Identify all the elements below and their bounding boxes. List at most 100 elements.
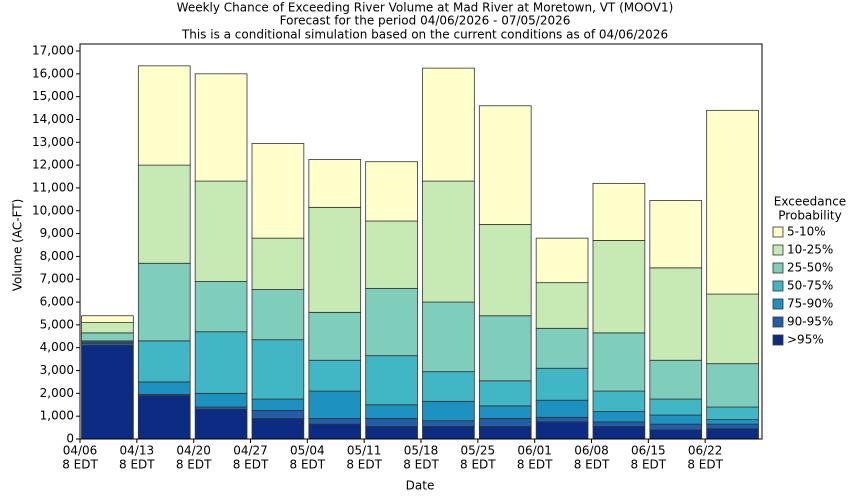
bar-segment <box>478 426 532 440</box>
bar-segment <box>478 105 532 225</box>
bar-segment <box>251 418 305 440</box>
bar-segment <box>81 332 134 342</box>
bar-segment <box>81 315 134 323</box>
bar-segment <box>649 267 703 361</box>
bar-segment <box>592 390 646 413</box>
bar-segment <box>535 416 589 423</box>
bar-segment <box>706 419 759 425</box>
legend-swatch <box>772 334 784 346</box>
bar-segment <box>422 67 475 182</box>
bar-segment <box>592 332 646 392</box>
bar-segment <box>365 287 418 357</box>
x-tick-label: 06/08 <box>574 444 609 458</box>
bar-segment <box>194 281 248 333</box>
y-tick-label: 13,000 <box>32 135 74 149</box>
bar-segment <box>706 423 759 430</box>
bar-segment <box>137 262 191 342</box>
bar-segment <box>365 426 418 440</box>
bar-segment <box>308 311 362 361</box>
x-tick-label: 8 EDT <box>233 458 269 472</box>
legend-label: 5-10% <box>787 225 826 239</box>
legend-label: 90-95% <box>787 315 833 329</box>
chart-title: Weekly Chance of Exceeding River Volume … <box>177 1 674 15</box>
legend-swatch <box>772 298 784 310</box>
y-tick-label: 10,000 <box>32 203 74 217</box>
y-tick-label: 0 <box>66 432 74 446</box>
bar-segment <box>535 421 589 440</box>
y-tick-label: 6,000 <box>40 295 74 309</box>
legend-label: >95% <box>787 333 824 347</box>
bar-segment <box>81 345 134 440</box>
x-tick-label: 05/04 <box>290 444 325 458</box>
bar-segment <box>649 429 703 440</box>
x-tick-label: 04/13 <box>120 444 155 458</box>
legend-label: 75-90% <box>787 297 833 311</box>
bar-segment <box>365 404 418 419</box>
y-tick-label: 11,000 <box>32 180 74 194</box>
y-tick-label: 1,000 <box>40 409 74 423</box>
bar-segment <box>308 159 362 208</box>
bar-segment <box>478 418 532 427</box>
legend-swatch <box>772 280 784 292</box>
bar-segment <box>137 65 191 166</box>
y-tick-label: 4,000 <box>40 340 74 354</box>
bar-segment <box>194 392 248 408</box>
x-tick-label: 8 EDT <box>517 458 553 472</box>
bar-segment <box>422 301 475 373</box>
bar-segment <box>478 315 532 382</box>
x-tick-label: 04/20 <box>176 444 211 458</box>
y-tick-label: 5,000 <box>40 317 74 331</box>
x-tick-label: 04/27 <box>233 444 268 458</box>
legend-label: 25-50% <box>787 261 833 275</box>
bar-segment <box>365 161 418 222</box>
bar-segment <box>649 414 703 425</box>
y-tick-label: 16,000 <box>32 66 74 80</box>
bar-segment <box>535 327 589 369</box>
x-tick-label: 8 EDT <box>290 458 326 472</box>
bar-segment <box>251 398 305 411</box>
bar-segment <box>365 418 418 427</box>
x-tick-label: 04/06 <box>63 444 98 458</box>
chart-subtitle: Forecast for the period 04/06/2026 - 07/… <box>280 14 571 28</box>
bar-segment <box>592 426 646 440</box>
bar-segment <box>422 371 475 402</box>
y-tick-label: 14,000 <box>32 112 74 126</box>
bar-segment <box>194 408 248 440</box>
bar-segment <box>137 395 191 440</box>
x-axis-label: Date <box>406 479 435 493</box>
bar-segment <box>478 380 532 407</box>
y-tick-label: 17,000 <box>32 44 74 58</box>
bar-segment <box>422 426 475 440</box>
bar-segment <box>706 109 759 295</box>
x-tick-label: 05/25 <box>461 444 496 458</box>
bar-segment <box>251 410 305 419</box>
bar-segment <box>535 237 589 284</box>
bar-segment <box>422 420 475 427</box>
plot-frame <box>79 43 763 440</box>
y-tick-label: 3,000 <box>40 363 74 377</box>
x-tick-label: 8 EDT <box>176 458 212 472</box>
bar-segment <box>649 359 703 400</box>
bar-segment <box>535 399 589 418</box>
bar-segment <box>706 293 759 365</box>
bar-segment <box>649 398 703 416</box>
bar-segment <box>535 367 589 401</box>
bar-segment <box>308 423 362 440</box>
bar-segment <box>194 331 248 394</box>
x-tick-label: 8 EDT <box>62 458 98 472</box>
bar-segment <box>137 340 191 383</box>
bar-segment <box>251 339 305 400</box>
chart-note: This is a conditional simulation based o… <box>181 28 668 42</box>
bar-segment <box>592 182 646 241</box>
legend-title: Exceedance <box>774 195 846 209</box>
y-tick-label: 8,000 <box>40 249 74 263</box>
bar-segment <box>308 206 362 313</box>
bar-segment <box>251 289 305 341</box>
x-tick-label: 05/11 <box>347 444 382 458</box>
x-tick-label: 06/01 <box>517 444 552 458</box>
legend-title: Probability <box>778 209 841 223</box>
bar-segment <box>592 411 646 423</box>
bar-segment <box>251 143 305 239</box>
x-tick-label: 06/15 <box>631 444 666 458</box>
